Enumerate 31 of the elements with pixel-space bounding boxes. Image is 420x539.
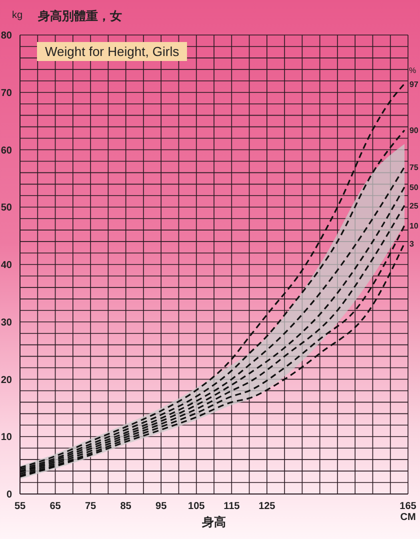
text: Weight for Height, Girls — [37, 42, 188, 61]
y-tick-label: 40 — [0, 260, 12, 272]
series-label: 90 — [409, 126, 419, 136]
x-tick-label: 55 — [14, 501, 26, 512]
series-label: 75 — [409, 162, 419, 172]
x-axis-title: 身高 — [202, 515, 226, 529]
y-tick-label: 50 — [0, 202, 12, 214]
x-tick-label: 75 — [84, 501, 97, 512]
y-tick-label: 0 — [6, 490, 12, 501]
series-label: 25 — [409, 201, 419, 210]
x-tick-label: 105 — [188, 501, 206, 512]
y-axis-title: kg — [12, 10, 23, 21]
y-tick-label: 20 — [0, 374, 12, 386]
series-label: 3 — [409, 239, 414, 248]
y-tick-label: 10 — [0, 432, 12, 444]
x-tick-label: 85 — [120, 501, 132, 512]
y-tick-label: 70 — [0, 88, 12, 99]
series-label: 50 — [409, 183, 419, 192]
text: % — [409, 66, 416, 75]
x-tick-label: 125 — [258, 501, 276, 512]
y-tick-label: 30 — [0, 317, 12, 328]
x-tick-label: 165 — [400, 501, 417, 512]
x-tick-label: 95 — [156, 501, 168, 512]
series-label: 10 — [409, 221, 419, 230]
x-tick-label: 65 — [50, 501, 62, 512]
y-tick-label: 80 — [0, 30, 12, 42]
series-label: 97 — [409, 80, 419, 89]
y-tick-label: 60 — [0, 145, 12, 156]
x-tick-label: 115 — [224, 501, 240, 512]
chart-subtitle: 身高別體重，女 — [38, 8, 122, 25]
text: CM — [399, 512, 417, 523]
